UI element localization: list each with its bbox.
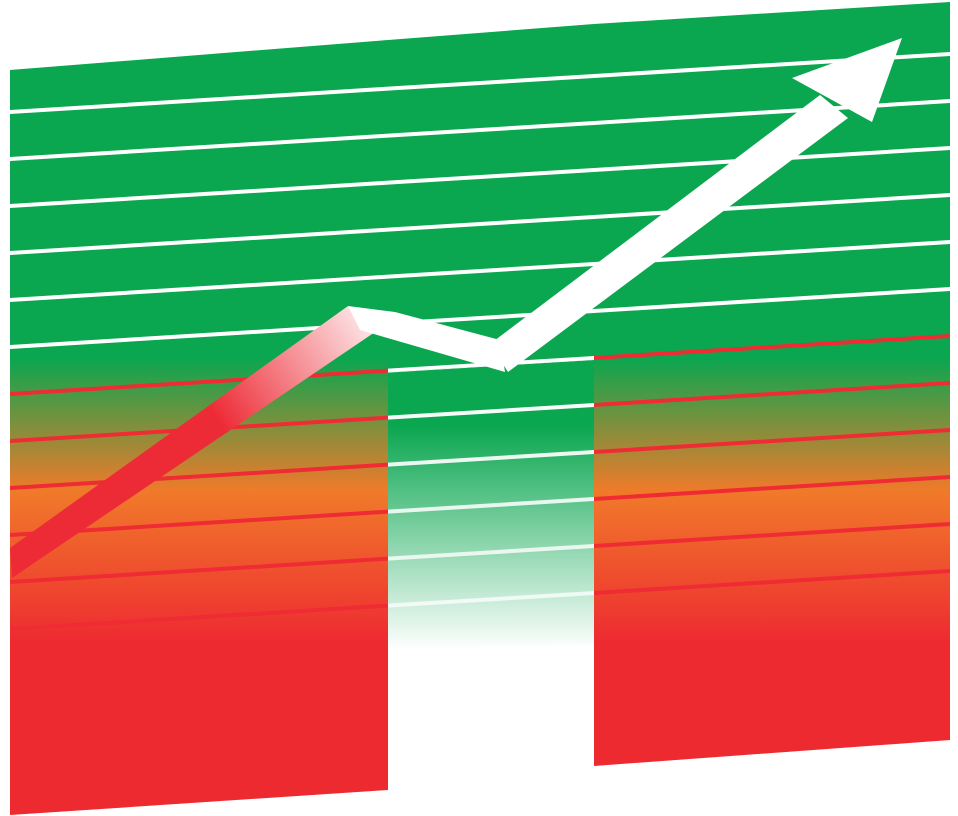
- panel-stripe: [10, 98, 388, 162]
- panel-stripe: [10, 51, 388, 115]
- panel-stripe: [594, 286, 950, 350]
- panel-stripe: [594, 145, 950, 209]
- panel-stripe: [388, 239, 594, 303]
- panel-stripe: [388, 333, 594, 372]
- panel-stripe: [388, 380, 594, 444]
- panel-stripe: [10, 380, 388, 444]
- panel-stripe: [388, 51, 594, 115]
- panel-stripe: [594, 380, 950, 444]
- trend-up-arrow-icon: [10, 38, 902, 578]
- panel-stripe: [388, 192, 594, 256]
- panel-stripe: [594, 192, 950, 256]
- panel-stripe: [388, 286, 594, 350]
- panel-stripe: [388, 98, 594, 162]
- panel-stripe: [388, 521, 594, 585]
- panel-stripe: [10, 427, 388, 491]
- panel-stripe: [594, 51, 950, 115]
- panel-stripe: [10, 145, 388, 209]
- chart-panel-right: [594, 2, 950, 766]
- panel-stripe: [10, 192, 388, 256]
- panel-stripes-left: [10, 51, 388, 632]
- panel-stripe: [594, 333, 950, 397]
- panel-stripe: [388, 568, 594, 632]
- panel-stripe: [594, 427, 950, 491]
- chart-panel-middle: [388, 24, 594, 650]
- panel-stripe: [10, 474, 388, 538]
- panel-stripe: [10, 568, 388, 632]
- panel-stripe: [10, 333, 388, 397]
- panel-stripe: [10, 286, 388, 350]
- panel-stripe: [594, 568, 950, 632]
- panel-stripe: [594, 521, 950, 585]
- panel-stripe: [388, 474, 594, 538]
- panel-stripe: [388, 145, 594, 209]
- panel-stripe: [388, 427, 594, 491]
- panel-stripe: [10, 239, 388, 303]
- panel-stripe: [10, 521, 388, 585]
- panel-stripe: [594, 239, 950, 303]
- panel-stripe: [594, 474, 950, 538]
- panel-stripe: [594, 98, 950, 162]
